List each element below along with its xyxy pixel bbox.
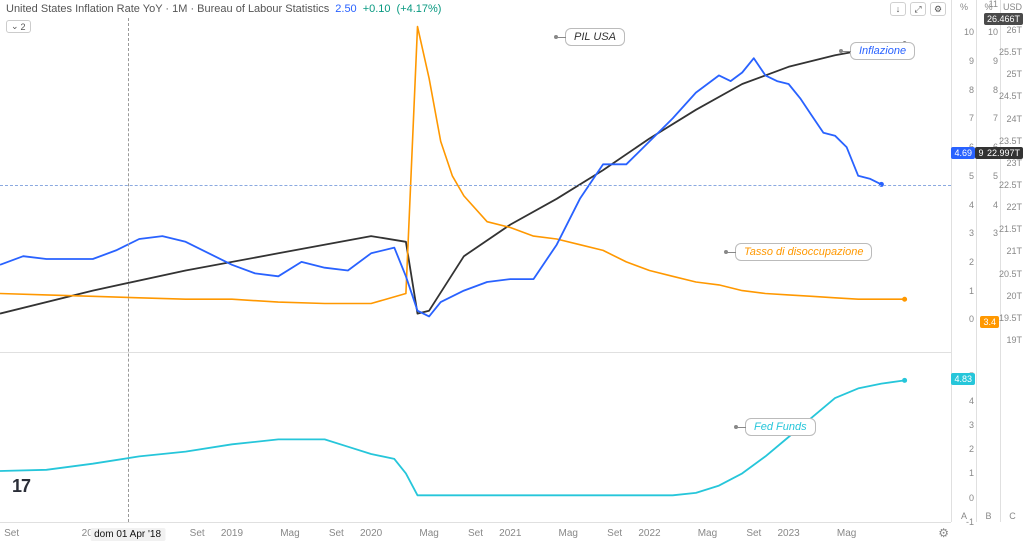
x-tick: 2022 <box>638 528 660 539</box>
chart-title: United States Inflation Rate YoY · 1M · … <box>6 3 329 15</box>
x-tick: Set <box>468 528 483 539</box>
x-tick: Mag <box>419 528 438 539</box>
crosshair-horizontal <box>0 185 951 186</box>
x-tick: Mag <box>559 528 578 539</box>
x-axis-highlight: dom 01 Apr '18 <box>90 528 165 541</box>
chart-annotation[interactable]: Fed Funds <box>745 418 816 436</box>
header-value: 2.50 <box>335 3 356 15</box>
header-toolbar: ↓ ⤢ ⚙ <box>890 2 946 16</box>
axis-B[interactable]: %B1514131211109876543 <box>976 0 1000 522</box>
x-tick: Mag <box>837 528 856 539</box>
x-tick: Set <box>190 528 205 539</box>
price-label: 4.69 <box>951 147 975 159</box>
header-pct: (+4.17%) <box>397 3 442 15</box>
x-axis[interactable]: ⚙ Set2018MagSet2019MagSet2020MagSet2021M… <box>0 522 951 542</box>
lower-chart-pane[interactable] <box>0 352 951 522</box>
x-tick: Set <box>607 528 622 539</box>
main-chart-pane[interactable] <box>0 18 951 348</box>
x-tick: 2019 <box>221 528 243 539</box>
x-tick: 2021 <box>499 528 521 539</box>
x-tick: 2020 <box>360 528 382 539</box>
price-label: 3.4 <box>980 316 999 328</box>
price-label: 26.466T <box>984 13 1023 25</box>
axis-A[interactable]: %A109876543210543210-1 <box>951 0 976 522</box>
settings-icon[interactable]: ⚙ <box>930 2 946 16</box>
price-label: 4.83 <box>951 373 975 385</box>
chart-annotation[interactable]: Tasso di disoccupazione <box>735 243 872 261</box>
header-change: +0.10 <box>363 3 391 15</box>
chart-annotation[interactable]: Inflazione <box>850 42 915 60</box>
x-tick: Set <box>4 528 19 539</box>
x-tick: Mag <box>280 528 299 539</box>
x-tick: Set <box>746 528 761 539</box>
chart-annotation[interactable]: PIL USA <box>565 28 625 46</box>
axis-C[interactable]: USDC26T25.5T25T24.5T24T23.5T23T22.5T22T2… <box>1000 0 1024 522</box>
fullscreen-icon[interactable]: ⤢ <box>910 2 926 16</box>
download-icon[interactable]: ↓ <box>890 2 906 16</box>
crosshair-vertical <box>128 18 129 522</box>
x-tick: Mag <box>698 528 717 539</box>
axis-settings-icon[interactable]: ⚙ <box>938 526 949 540</box>
x-tick: Set <box>329 528 344 539</box>
price-label: 22.997T <box>984 147 1023 159</box>
x-tick: 2023 <box>778 528 800 539</box>
